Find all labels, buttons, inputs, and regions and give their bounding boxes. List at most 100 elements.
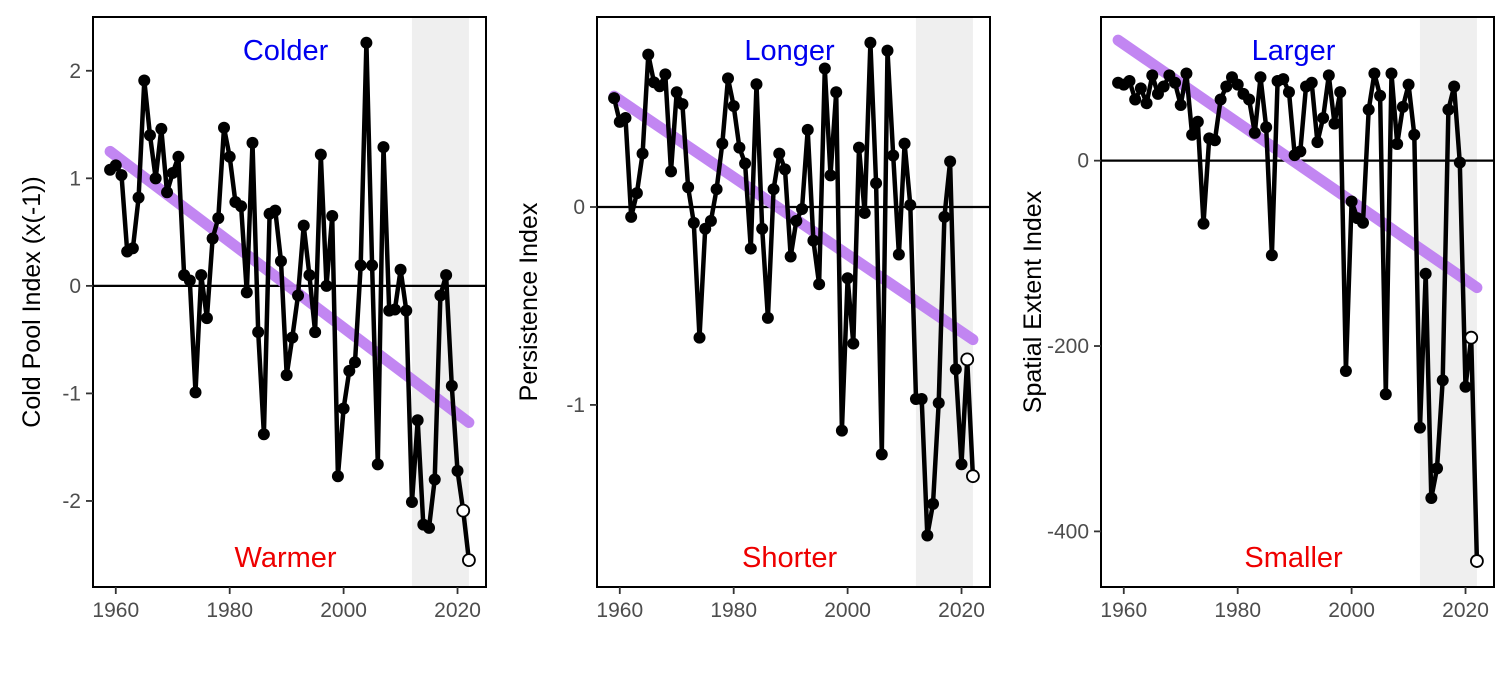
data-point bbox=[653, 80, 666, 93]
y-axis-title: Spatial Extent Index bbox=[1019, 190, 1047, 413]
x-tick-label: 2020 bbox=[434, 599, 481, 622]
data-point bbox=[1345, 195, 1358, 208]
data-point bbox=[1157, 80, 1170, 93]
annotation-bottom: Warmer bbox=[235, 542, 337, 574]
data-point bbox=[784, 250, 797, 263]
data-point bbox=[1419, 267, 1432, 280]
data-point bbox=[246, 136, 259, 149]
data-point bbox=[235, 200, 248, 213]
data-point bbox=[693, 331, 706, 344]
data-point bbox=[619, 111, 632, 124]
data-point bbox=[451, 464, 464, 477]
y-tick-label: -2 bbox=[62, 490, 81, 513]
data-point bbox=[195, 269, 208, 282]
data-point bbox=[659, 68, 672, 81]
data-point bbox=[790, 214, 803, 227]
data-point bbox=[166, 166, 179, 179]
x-tick-label: 1980 bbox=[206, 599, 253, 622]
data-point bbox=[960, 352, 975, 367]
data-point bbox=[927, 497, 940, 510]
x-tick-label: 1960 bbox=[596, 599, 643, 622]
data-point bbox=[252, 326, 265, 339]
data-point bbox=[932, 396, 945, 409]
data-point bbox=[428, 473, 441, 486]
x-tick-label: 2000 bbox=[1328, 599, 1375, 622]
data-point bbox=[183, 274, 196, 287]
data-point bbox=[847, 337, 860, 350]
x-tick-label: 2000 bbox=[320, 599, 367, 622]
chart-panel-2: 1960 1980 2000 2020 -1 0 Persistence Index Long… bbox=[515, 16, 991, 622]
data-point bbox=[687, 216, 700, 229]
x-tick-label: 1960 bbox=[1100, 599, 1147, 622]
data-point bbox=[366, 259, 379, 272]
data-point bbox=[206, 232, 219, 245]
annotation-bottom: Shorter bbox=[742, 542, 837, 574]
x-tick-label: 2020 bbox=[938, 599, 985, 622]
data-point bbox=[1248, 126, 1261, 139]
y-tick-label: -1 bbox=[566, 394, 585, 417]
data-point bbox=[1277, 73, 1290, 86]
data-point bbox=[955, 458, 968, 471]
data-point bbox=[1368, 67, 1381, 80]
data-point bbox=[218, 121, 230, 134]
data-point bbox=[115, 169, 128, 182]
data-point bbox=[881, 44, 894, 57]
data-point bbox=[665, 165, 678, 178]
data-point bbox=[642, 48, 655, 61]
panel-border bbox=[92, 16, 487, 588]
y-tick-label: 0 bbox=[573, 196, 585, 219]
data-point bbox=[938, 210, 951, 223]
data-point bbox=[223, 150, 236, 163]
data-point bbox=[892, 248, 905, 261]
data-point bbox=[1129, 93, 1142, 106]
data-point bbox=[796, 202, 809, 215]
data-point bbox=[722, 72, 734, 85]
data-point bbox=[445, 379, 458, 392]
data-point bbox=[1431, 462, 1444, 475]
data-point bbox=[1305, 76, 1318, 89]
data-point bbox=[1459, 380, 1472, 393]
data-point bbox=[189, 386, 202, 399]
data-point bbox=[411, 414, 424, 427]
data-point bbox=[887, 149, 900, 162]
chart-panel-3: 1960 1980 2000 2020 -400 -200 0 Spatial Extent … bbox=[1019, 16, 1495, 622]
data-point bbox=[1134, 82, 1147, 95]
data-point bbox=[400, 304, 413, 317]
data-point bbox=[1448, 80, 1461, 93]
data-point bbox=[921, 529, 934, 542]
data-point bbox=[1374, 89, 1387, 102]
annotation-top: Larger bbox=[1252, 35, 1336, 67]
panel-border bbox=[596, 16, 991, 588]
data-point bbox=[1453, 156, 1466, 169]
data-point bbox=[1146, 69, 1159, 82]
data-point bbox=[767, 183, 780, 196]
data-point bbox=[1294, 145, 1307, 158]
data-point bbox=[944, 155, 957, 168]
data-point bbox=[440, 269, 453, 282]
data-point bbox=[1396, 100, 1409, 113]
data-point bbox=[371, 458, 384, 471]
data-point bbox=[257, 428, 270, 441]
data-point bbox=[682, 181, 695, 194]
data-point bbox=[394, 263, 407, 276]
data-point bbox=[1260, 121, 1273, 134]
y-axis-title: Persistence Index bbox=[515, 202, 543, 401]
data-point bbox=[1425, 492, 1438, 505]
x-tick-label: 1980 bbox=[710, 599, 757, 622]
data-point bbox=[1442, 103, 1455, 116]
annotation-bottom: Smaller bbox=[1244, 542, 1343, 574]
data-point bbox=[1436, 374, 1449, 387]
data-point bbox=[870, 177, 883, 190]
data-point bbox=[434, 289, 447, 302]
data-point bbox=[1402, 78, 1415, 91]
data-point bbox=[143, 129, 156, 142]
data-point bbox=[172, 150, 185, 163]
panel-border bbox=[1100, 16, 1495, 588]
data-point bbox=[1254, 71, 1267, 84]
data-point bbox=[756, 222, 769, 235]
data-point bbox=[864, 36, 877, 49]
data-point bbox=[807, 234, 820, 247]
data-point bbox=[200, 312, 213, 325]
data-point bbox=[269, 204, 282, 217]
y-tick-label: -200 bbox=[1047, 335, 1089, 358]
